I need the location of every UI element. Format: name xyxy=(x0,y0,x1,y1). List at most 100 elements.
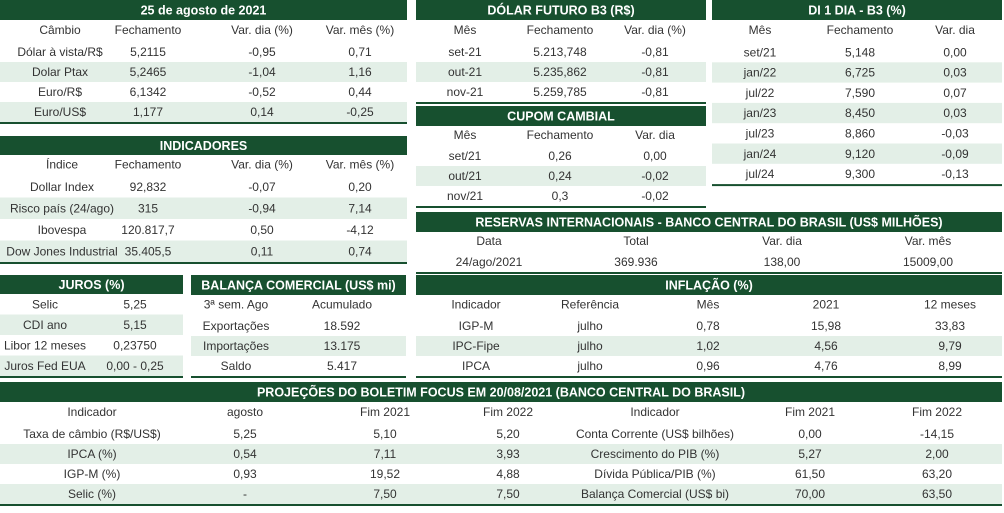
cell: Euro/US$ xyxy=(34,105,86,119)
cell: 13.175 xyxy=(324,339,361,353)
cell: -0,81 xyxy=(641,85,669,99)
cell: Dólar à vista/R$ xyxy=(17,45,103,59)
cell: -14,15 xyxy=(920,427,954,441)
panel-title: DI 1 DIA - B3 (%) xyxy=(808,3,905,17)
cell: 1,16 xyxy=(348,65,372,79)
cell: Selic xyxy=(32,297,58,311)
row-background xyxy=(0,240,407,262)
panel-bottom-border xyxy=(0,122,407,124)
cell: 5.235,862 xyxy=(533,65,587,79)
cell: 15009,00 xyxy=(903,255,953,269)
column-header: Fim 2021 xyxy=(785,405,835,419)
cell: nov/21 xyxy=(447,189,483,203)
panel-title: DÓLAR FUTURO B3 (R$) xyxy=(487,2,634,17)
column-header: 2021 xyxy=(813,298,840,312)
panel-bottom-border xyxy=(712,184,1002,187)
column-header: Indicador xyxy=(630,405,679,419)
panel-title-bar xyxy=(416,106,706,126)
cell: set/21 xyxy=(744,45,777,59)
cell: julho xyxy=(576,319,603,333)
column-header: Mês xyxy=(454,128,477,142)
cell: Importações xyxy=(203,339,269,353)
panel-title: BALANÇA COMERCIAL (US$ mi) xyxy=(201,278,395,292)
cell: -0,81 xyxy=(641,45,669,59)
column-header: Var. dia (%) xyxy=(624,23,686,37)
cell: Dow Jones Industrial xyxy=(6,244,117,258)
cell: 5.259,785 xyxy=(533,85,587,99)
cell: -0,02 xyxy=(641,169,669,183)
row-background xyxy=(0,484,1002,504)
row-background xyxy=(0,62,407,82)
cell: -4,12 xyxy=(346,223,374,237)
row-background xyxy=(0,355,183,376)
cell: 63,20 xyxy=(922,467,952,481)
cell: 0,11 xyxy=(251,244,274,258)
cell: -0,09 xyxy=(941,147,969,161)
cell: IPCA xyxy=(462,359,490,373)
cell: nov-21 xyxy=(447,85,484,99)
column-header: Var. dia xyxy=(935,23,975,37)
cell: 7,11 xyxy=(374,447,397,461)
cell: 9,120 xyxy=(845,147,875,161)
cell: -0,95 xyxy=(248,45,276,59)
panel-title-bar xyxy=(0,0,407,20)
cell: 1,177 xyxy=(133,105,163,119)
panel-title-bar xyxy=(0,275,183,294)
cell: 1,02 xyxy=(696,339,720,353)
row-background xyxy=(416,62,706,82)
column-header: Var. dia (%) xyxy=(231,158,293,172)
cell: 5,25 xyxy=(233,427,257,441)
panel-title: 25 de agosto de 2021 xyxy=(141,3,267,17)
cell: 18.592 xyxy=(324,319,361,333)
cell: 5,148 xyxy=(845,45,875,59)
cell: 7,590 xyxy=(845,86,875,100)
column-header: Fim 2021 xyxy=(360,405,410,419)
cell: 24/ago/2021 xyxy=(456,255,523,269)
cell: 0,93 xyxy=(233,467,257,481)
cell: 0,03 xyxy=(943,66,967,80)
column-header: Fechamento xyxy=(115,158,182,172)
cell: 61,50 xyxy=(795,467,825,481)
panel-bottom-border xyxy=(0,262,407,264)
cell: 0,07 xyxy=(943,86,967,100)
row-background xyxy=(712,143,1002,164)
cell: 9,79 xyxy=(938,339,962,353)
cell: jan/24 xyxy=(743,147,777,161)
cell: set-21 xyxy=(448,45,482,59)
cell: out/21 xyxy=(448,169,482,183)
column-header: Indicador xyxy=(67,405,116,419)
panel-title-bar xyxy=(0,136,407,155)
cell: Ibovespa xyxy=(38,223,87,237)
column-header: Var. mês (%) xyxy=(326,23,394,37)
column-header: Total xyxy=(623,234,648,248)
cell: 15,98 xyxy=(811,319,841,333)
cell: 120.817,7 xyxy=(121,223,175,237)
cell: Balança Comercial (US$ bi) xyxy=(581,487,729,501)
column-header: Referência xyxy=(561,298,619,312)
column-header: Mês xyxy=(749,23,772,37)
cell: 0,03 xyxy=(943,106,967,120)
cell: 6,725 xyxy=(845,66,875,80)
panel-bottom-border xyxy=(416,272,1002,274)
cell: jul/23 xyxy=(745,127,775,141)
cell: 0,78 xyxy=(696,319,720,333)
row-background xyxy=(712,102,1002,124)
cell: set/21 xyxy=(449,149,482,163)
cell: 70,00 xyxy=(795,487,825,501)
cell: Exportações xyxy=(203,319,270,333)
cell: Crescimento do PIB (%) xyxy=(591,447,720,461)
cell: 7,14 xyxy=(348,201,372,215)
cell: 63,50 xyxy=(922,487,952,501)
cell: 5,25 xyxy=(123,297,147,311)
cell: IPCA (%) xyxy=(67,447,116,461)
cell: -1,04 xyxy=(248,65,276,79)
cell: 4,76 xyxy=(814,359,838,373)
cell: 5.417 xyxy=(327,359,357,373)
cell: Dívida Pública/PIB (%) xyxy=(594,467,715,481)
cell: 0,3 xyxy=(552,189,569,203)
panel-bottom-border xyxy=(416,206,706,208)
cell: Libor 12 meses xyxy=(4,338,86,352)
column-header: Var. dia xyxy=(762,234,802,248)
column-header: Fechamento xyxy=(115,23,182,37)
cell: jul/24 xyxy=(745,167,775,181)
